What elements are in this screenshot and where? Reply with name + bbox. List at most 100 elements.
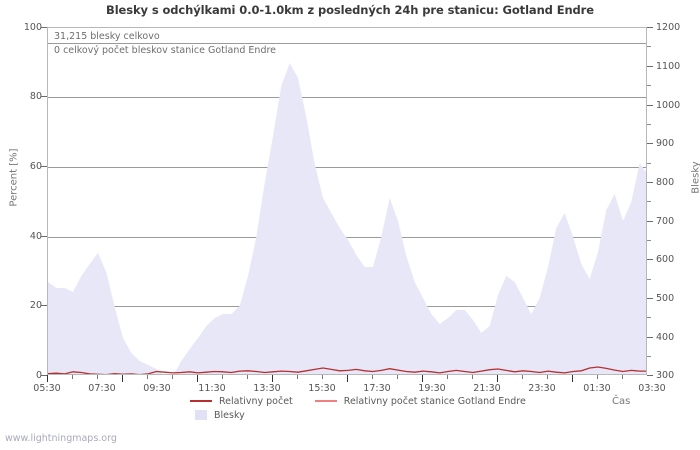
relative-count-series	[48, 366, 646, 374]
xtick-mark	[197, 375, 198, 382]
ytick-mark-left	[41, 96, 47, 97]
ytick-minor-right	[647, 317, 651, 318]
annotation-total-lightning: 31,215 blesky celkovo	[54, 31, 160, 42]
xtick-label-1130: 11:30	[198, 383, 226, 394]
chart-title: Blesky s odchýlkami 0.0-1.0km z posledný…	[106, 3, 594, 17]
ytick-right-600: 600	[656, 254, 675, 265]
xtick-minor	[622, 375, 623, 379]
ytick-left-60: 60	[29, 161, 42, 172]
xtick-mark	[497, 375, 498, 382]
xtick-minor	[222, 375, 223, 379]
legend-label-lightning: Blesky	[214, 409, 245, 421]
chart-legend: Relativny počet Relativny počet stanice …	[190, 394, 526, 422]
xtick-minor	[97, 375, 98, 379]
x-axis-label: Čas	[612, 396, 631, 407]
ytick-minor-right	[647, 240, 651, 241]
xtick-minor	[322, 375, 323, 379]
ytick-right-300: 300	[656, 370, 675, 381]
ytick-right-1200: 1200	[656, 22, 681, 33]
legend-item-lightning[interactable]: Blesky	[190, 410, 245, 421]
legend-line-swatch-icon	[190, 400, 212, 402]
xtick-minor	[372, 375, 373, 379]
y-axis-label-right: Blesky	[690, 161, 700, 194]
xtick-label-0930: 09:30	[143, 383, 171, 394]
xtick-label-0730: 07:30	[88, 383, 116, 394]
xtick-minor	[447, 375, 448, 379]
gridline-60	[48, 167, 646, 168]
ytick-right-500: 500	[656, 293, 675, 304]
xtick-minor	[397, 375, 398, 379]
xtick-label-0530: 05:30	[33, 383, 61, 394]
area-path	[48, 63, 646, 374]
gridline-80	[48, 97, 646, 98]
ytick-minor-right	[647, 201, 651, 202]
ytick-left-0: 0	[35, 370, 42, 381]
xtick-label-0330: 03:30	[638, 383, 666, 394]
xtick-mark	[422, 375, 423, 382]
xtick-minor	[297, 375, 298, 379]
plot-area: 31,215 blesky celkovo 0 celkový počet bl…	[47, 27, 647, 375]
xtick-mark	[272, 375, 273, 382]
ytick-left-100: 100	[23, 22, 42, 33]
ytick-left-40: 40	[29, 231, 42, 242]
legend-line-swatch-icon	[314, 400, 337, 402]
ytick-mark-right	[647, 105, 653, 106]
xtick-label-1530: 15:30	[308, 383, 336, 394]
legend-row-2: Blesky	[190, 408, 520, 422]
ytick-mark-right	[647, 375, 653, 376]
legend-item-relative-count-station[interactable]: Relativny počet stanice Gotland Endre	[314, 396, 526, 407]
xtick-minor	[172, 375, 173, 379]
ytick-minor-right	[647, 279, 651, 280]
ytick-mark-left	[41, 166, 47, 167]
ytick-right-700: 700	[656, 216, 675, 227]
ytick-right-1000: 1000	[656, 100, 681, 111]
ytick-minor-right	[647, 356, 651, 357]
ytick-mark-right	[647, 66, 653, 67]
ytick-mark-left	[41, 27, 47, 28]
ytick-minor-right	[647, 163, 651, 164]
ytick-mark-right	[647, 337, 653, 338]
xtick-minor	[522, 375, 523, 379]
annotation-separator	[48, 43, 646, 44]
ytick-mark-left	[41, 375, 47, 376]
ytick-minor-right	[647, 46, 651, 47]
relative-count-line	[48, 366, 646, 374]
y-axis-label-left: Percent [%]	[8, 148, 20, 207]
xtick-label-0130: 01:30	[583, 383, 611, 394]
ytick-mark-right	[647, 143, 653, 144]
ytick-minor-right	[647, 85, 651, 86]
ytick-right-400: 400	[656, 332, 675, 343]
ytick-mark-right	[647, 259, 653, 260]
ytick-right-900: 900	[656, 138, 675, 149]
xtick-label-2330: 23:30	[528, 383, 556, 394]
xtick-mark	[572, 375, 573, 382]
xtick-minor	[147, 375, 148, 379]
ytick-left-20: 20	[29, 300, 42, 311]
ytick-mark-right	[647, 221, 653, 222]
xtick-minor	[72, 375, 73, 379]
ytick-minor-right	[647, 124, 651, 125]
xtick-minor	[597, 375, 598, 379]
ytick-left-80: 80	[29, 91, 42, 102]
ytick-mark-right	[647, 27, 653, 28]
ytick-mark-left	[41, 236, 47, 237]
legend-row-1: Relativny počet Relativny počet stanice …	[190, 394, 526, 408]
xtick-mark	[347, 375, 348, 382]
xtick-minor	[547, 375, 548, 379]
legend-box-swatch-icon	[195, 410, 207, 420]
annotation-station-lightning: 0 celkový počet bleskov stanice Gotland …	[54, 45, 277, 56]
xtick-mark	[47, 375, 48, 382]
ytick-right-1100: 1100	[656, 61, 681, 72]
lightning-area-series	[48, 63, 646, 374]
xtick-label-1930: 19:30	[418, 383, 446, 394]
legend-label-relative-count: Relativny počet	[219, 395, 293, 407]
ytick-right-800: 800	[656, 177, 675, 188]
footer-url[interactable]: www.lightningmaps.org	[5, 433, 117, 444]
legend-item-relative-count[interactable]: Relativny počet	[190, 396, 293, 407]
ytick-mark-right	[647, 298, 653, 299]
xtick-mark	[122, 375, 123, 382]
xtick-minor	[247, 375, 248, 379]
xtick-label-1330: 13:30	[253, 383, 281, 394]
ytick-mark-right	[647, 182, 653, 183]
